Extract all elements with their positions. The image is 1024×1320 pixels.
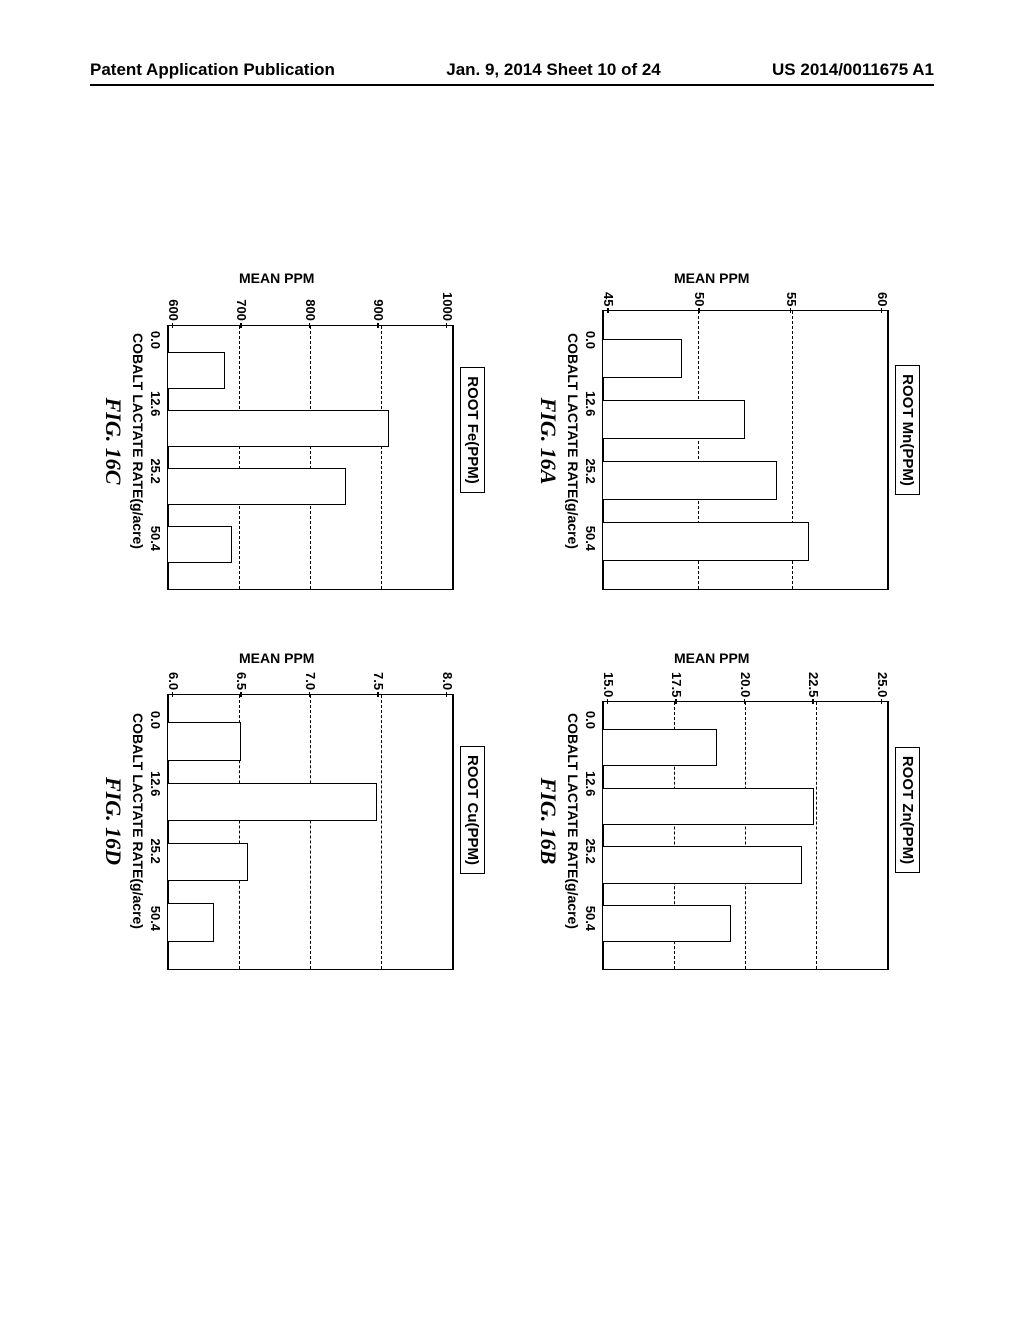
plot-a (602, 310, 889, 590)
y-tick: 700 (236, 299, 249, 321)
header-right: US 2014/0011675 A1 (772, 60, 934, 80)
figure-label-a: FIG. 16A (535, 292, 561, 590)
y-tick: 7.5 (373, 672, 386, 690)
x-tick: 50.4 (148, 526, 163, 551)
bar (603, 905, 731, 943)
chart-grid: ROOT Mn(PPM) MEAN PPM 60 55 50 45 0.0 12.6 25… (100, 270, 920, 970)
y-tick: 8.0 (441, 672, 454, 690)
chart-title-a: ROOT Mn(PPM) (895, 365, 920, 495)
x-tick: 12.6 (583, 771, 598, 796)
figure-label-d: FIG. 16D (100, 672, 126, 970)
x-tick: 50.4 (583, 526, 598, 551)
chart-panel-b: ROOT Zn(PPM) MEAN PPM 25.0 22.5 20.0 17.5 15… (535, 650, 920, 970)
y-axis-label: MEAN PPM (535, 650, 889, 666)
y-tick: 7.0 (304, 672, 317, 690)
bar (168, 468, 346, 505)
x-tick: 0.0 (148, 331, 163, 349)
chart-grid-container: ROOT Mn(PPM) MEAN PPM 60 55 50 45 0.0 12.6 25… (100, 270, 920, 970)
header-bar: Patent Application Publication Jan. 9, 2… (90, 60, 934, 86)
y-axis-label: MEAN PPM (100, 650, 454, 666)
plot-b (602, 701, 889, 970)
y-axis-label: MEAN PPM (535, 270, 889, 286)
x-tick: 25.2 (148, 458, 163, 483)
chart-panel-d: ROOT Cu(PPM) MEAN PPM 8.0 7.5 7.0 6.5 6.0 0.… (100, 650, 485, 970)
y-tick: 17.5 (671, 672, 684, 697)
header-center: Jan. 9, 2014 Sheet 10 of 24 (446, 60, 661, 80)
y-axis-label: MEAN PPM (100, 270, 454, 286)
x-tick: 0.0 (583, 331, 598, 349)
bar (603, 729, 717, 767)
chart-title-b: ROOT Zn(PPM) (895, 747, 920, 873)
x-tick: 50.4 (148, 906, 163, 931)
y-tick: 6.5 (236, 672, 249, 690)
chart-title-d: ROOT Cu(PPM) (460, 746, 485, 874)
bar (168, 722, 241, 761)
bar (168, 903, 214, 942)
x-tick: 0.0 (148, 711, 163, 729)
x-axis-ticks-c: 0.0 12.6 25.2 50.4 (148, 292, 167, 590)
y-tick: 1000 (441, 292, 454, 321)
chart-panel-c: ROOT Fe(PPM) MEAN PPM 1000 900 800 700 600 0… (100, 270, 485, 590)
header-left: Patent Application Publication (90, 60, 335, 80)
x-tick: 12.6 (583, 391, 598, 416)
y-tick: 45 (602, 292, 615, 306)
y-tick: 60 (876, 292, 889, 306)
y-axis-ticks-c: 1000 900 800 700 600 (167, 292, 454, 325)
bar (168, 526, 232, 563)
x-axis-label: COBALT LACTATE RATE(g/acre) (130, 672, 146, 970)
bars-b (603, 702, 888, 969)
bar (603, 461, 777, 500)
bar (168, 843, 248, 882)
x-axis-label: COBALT LACTATE RATE(g/acre) (565, 672, 581, 970)
plot-d (167, 694, 454, 970)
y-axis-ticks-b: 25.0 22.5 20.0 17.5 15.0 (602, 672, 889, 701)
x-tick: 25.2 (148, 838, 163, 863)
plot-c (167, 325, 454, 590)
y-tick: 22.5 (808, 672, 821, 697)
bar (603, 339, 682, 378)
x-tick: 25.2 (583, 838, 598, 863)
y-tick: 6.0 (167, 672, 180, 690)
bar (168, 783, 377, 822)
x-axis-ticks-d: 0.0 12.6 25.2 50.4 (148, 672, 167, 970)
figure-label-c: FIG. 16C (100, 292, 126, 590)
bar (603, 846, 803, 884)
x-axis-label: COBALT LACTATE RATE(g/acre) (565, 292, 581, 590)
y-tick: 900 (373, 299, 386, 321)
x-tick: 50.4 (583, 906, 598, 931)
bar (603, 400, 746, 439)
y-tick: 20.0 (739, 672, 752, 697)
bar (603, 522, 809, 561)
bar (168, 410, 389, 447)
chart-title-c: ROOT Fe(PPM) (460, 367, 485, 493)
y-tick: 25.0 (876, 672, 889, 697)
x-axis-ticks-a: 0.0 12.6 25.2 50.4 (583, 292, 602, 590)
bars-a (603, 311, 888, 589)
y-tick: 800 (304, 299, 317, 321)
bars-c (168, 326, 453, 589)
y-axis-ticks-a: 60 55 50 45 (602, 292, 889, 310)
y-axis-ticks-d: 8.0 7.5 7.0 6.5 6.0 (167, 672, 454, 694)
x-tick: 0.0 (583, 711, 598, 729)
x-tick: 12.6 (148, 391, 163, 416)
chart-panel-a: ROOT Mn(PPM) MEAN PPM 60 55 50 45 0.0 12.6 25… (535, 270, 920, 590)
x-axis-ticks-b: 0.0 12.6 25.2 50.4 (583, 672, 602, 970)
figure-label-b: FIG. 16B (535, 672, 561, 970)
y-tick: 50 (693, 292, 706, 306)
y-tick: 15.0 (602, 672, 615, 697)
y-tick: 600 (167, 299, 180, 321)
x-tick: 12.6 (148, 771, 163, 796)
bar (603, 788, 814, 826)
x-axis-label: COBALT LACTATE RATE(g/acre) (130, 292, 146, 590)
bar (168, 352, 225, 389)
x-tick: 25.2 (583, 458, 598, 483)
bars-d (168, 695, 453, 969)
y-tick: 55 (785, 292, 798, 306)
